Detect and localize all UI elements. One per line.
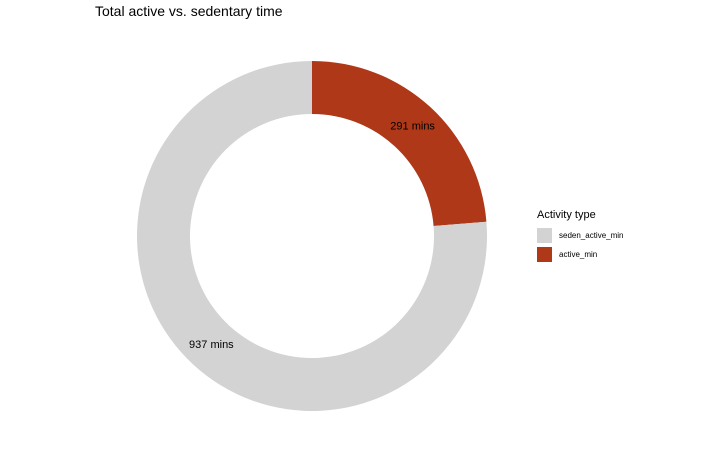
legend-item-seden-active-min: seden_active_min <box>537 226 623 245</box>
slice-seden-active-min <box>137 61 488 412</box>
legend-title: Activity type <box>537 209 596 221</box>
slice-label-seden-active-min: 937 mins <box>189 339 234 351</box>
legend: Activity type seden_active_min active_mi… <box>537 209 623 264</box>
chart-title: Total active vs. sedentary time <box>95 3 283 19</box>
legend-label-seden-active-min: seden_active_min <box>559 231 624 240</box>
legend-label-active-min: active_min <box>559 250 598 259</box>
slice-label-active-min: 291 mins <box>390 121 435 133</box>
legend-swatch-active-min <box>537 247 552 262</box>
slice-active-min <box>312 61 487 227</box>
legend-item-active-min: active_min <box>537 245 623 264</box>
legend-swatch-seden-active-min <box>537 228 552 243</box>
